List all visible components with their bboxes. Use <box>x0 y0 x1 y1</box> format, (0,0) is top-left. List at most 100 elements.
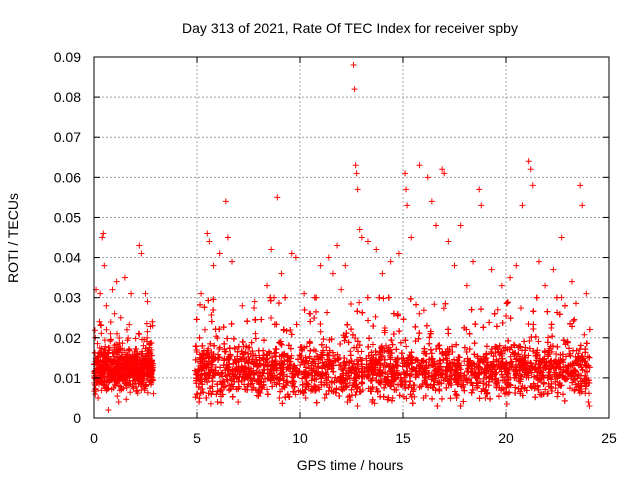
data-point <box>144 328 151 335</box>
data-point <box>114 353 121 360</box>
data-point <box>117 373 124 380</box>
data-point <box>114 348 121 355</box>
data-point <box>132 345 139 352</box>
data-point <box>112 365 119 372</box>
data-point <box>96 344 103 351</box>
data-point <box>271 379 278 386</box>
data-point <box>479 358 486 365</box>
chart-title: Day 313 of 2021, Rate Of TEC Index for r… <box>182 20 518 36</box>
data-point <box>439 370 446 377</box>
data-point <box>299 381 306 388</box>
data-point <box>107 319 114 326</box>
data-point <box>226 382 233 389</box>
data-point <box>105 365 112 372</box>
data-point <box>144 389 151 396</box>
data-point <box>426 340 433 347</box>
data-point <box>476 395 483 402</box>
data-point <box>566 385 573 392</box>
data-point <box>147 381 154 388</box>
data-point <box>147 370 154 377</box>
data-point <box>149 322 156 329</box>
data-point <box>98 322 105 329</box>
data-point <box>126 372 133 379</box>
data-point <box>134 390 141 397</box>
data-point <box>438 395 445 402</box>
data-point <box>552 378 559 385</box>
data-point <box>471 340 478 347</box>
data-point <box>149 374 156 381</box>
data-point <box>101 337 108 344</box>
data-point <box>129 383 136 390</box>
data-point <box>214 335 221 342</box>
data-point <box>137 377 144 384</box>
data-point <box>104 356 111 363</box>
data-point <box>313 308 320 315</box>
data-point <box>549 333 556 340</box>
data-point <box>123 396 130 403</box>
data-point <box>272 353 279 360</box>
data-point <box>102 343 109 350</box>
data-point <box>268 315 275 322</box>
data-point <box>529 347 536 354</box>
data-point <box>369 341 376 348</box>
data-point <box>103 362 110 369</box>
data-point <box>143 353 150 360</box>
data-point <box>264 386 271 393</box>
data-point <box>249 348 256 355</box>
data-point <box>208 311 215 318</box>
data-point <box>141 383 148 390</box>
data-point <box>112 357 119 364</box>
data-point <box>114 380 121 387</box>
data-point <box>133 361 140 368</box>
data-point <box>94 340 101 347</box>
data-point <box>252 316 259 323</box>
data-point <box>324 309 331 316</box>
data-point <box>116 376 123 383</box>
data-point <box>234 348 241 355</box>
data-point <box>140 342 147 349</box>
data-point <box>348 392 355 399</box>
data-point <box>148 370 155 377</box>
data-point <box>393 346 400 353</box>
data-point <box>148 346 155 353</box>
data-point <box>96 367 103 374</box>
data-point <box>115 358 122 365</box>
data-point <box>370 322 377 329</box>
data-point <box>503 313 510 320</box>
data-point <box>221 340 228 347</box>
data-point <box>317 321 324 328</box>
data-point <box>110 384 117 391</box>
data-point <box>372 313 379 320</box>
data-point <box>337 340 344 347</box>
data-point <box>121 347 128 354</box>
data-point <box>135 373 142 380</box>
data-point <box>554 393 561 400</box>
data-point <box>91 327 98 334</box>
data-point <box>303 343 310 350</box>
data-point <box>109 358 116 365</box>
data-point <box>437 358 444 365</box>
data-point <box>277 388 284 395</box>
data-point <box>111 370 118 377</box>
data-point <box>506 389 513 396</box>
data-point <box>287 327 294 334</box>
data-point <box>144 334 151 341</box>
data-point <box>105 355 112 362</box>
data-point <box>356 299 363 306</box>
data-point <box>264 391 271 398</box>
data-points <box>91 62 593 413</box>
data-point <box>445 381 452 388</box>
data-point <box>451 388 458 395</box>
data-point <box>507 353 514 360</box>
data-point <box>246 344 253 351</box>
data-point <box>431 301 438 308</box>
data-point <box>339 387 346 394</box>
data-point <box>428 350 435 357</box>
data-point <box>364 294 371 301</box>
data-point <box>147 350 154 357</box>
data-point <box>368 349 375 356</box>
data-point <box>515 344 522 351</box>
data-point <box>116 387 123 394</box>
data-point <box>522 347 529 354</box>
data-point <box>352 334 359 341</box>
